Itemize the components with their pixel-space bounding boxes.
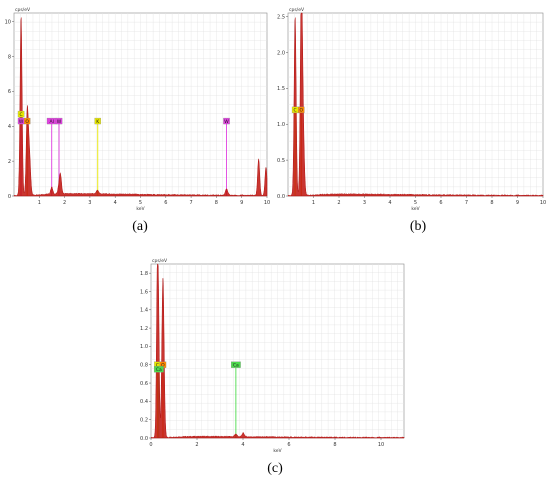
y-tick-label: 1.6 xyxy=(140,289,148,295)
x-tick-label: 0 xyxy=(149,442,152,448)
y-tick-label: 1.0 xyxy=(140,344,148,350)
element-marker-label: W xyxy=(57,119,62,125)
x-tick-label: 8 xyxy=(490,200,493,206)
panel-caption: (c) xyxy=(267,461,283,476)
y-tick-label: 8 xyxy=(8,54,11,60)
y-tick-label: 0.4 xyxy=(140,399,148,405)
y-axis-label: cps/eV xyxy=(15,7,31,13)
x-tick-label: 7 xyxy=(190,200,193,206)
element-marker-label: K xyxy=(96,119,100,125)
y-tick-label: 0.0 xyxy=(140,436,148,442)
y-tick-label: 10 xyxy=(5,20,11,26)
x-axis-label: keV xyxy=(136,206,145,212)
y-tick-label: 0.8 xyxy=(140,363,148,369)
element-marker-box xyxy=(55,117,63,125)
x-tick-label: 2 xyxy=(337,200,340,206)
panel-b: 1 2 3 4 5 6 7 8 9 10 0.0 0.5 1.0 1.5 2.0 2.5 cps/eV keV C O… xyxy=(277,7,546,234)
x-tick-label: 9 xyxy=(516,200,519,206)
x-tick-label: 4 xyxy=(388,200,391,206)
x-tick-label: 10 xyxy=(540,200,546,206)
x-tick-label: 1 xyxy=(38,200,41,206)
x-tick-label: 1 xyxy=(312,200,315,206)
panel-c: 0 2 4 6 8 10 0.0 0.2 0.4 0.6 0.8 1.0 1.2 1.4 1.6 1.8 cps… xyxy=(140,258,405,476)
element-marker-label: O xyxy=(161,362,165,368)
element-marker-box xyxy=(223,117,230,125)
element-marker-label: Ca xyxy=(156,367,162,373)
y-axis-label: cps/eV xyxy=(152,258,168,264)
x-axis-label: keV xyxy=(411,206,420,212)
element-marker-label: C xyxy=(156,362,159,368)
x-tick-label: 9 xyxy=(240,200,243,206)
x-tick-label: 2 xyxy=(195,442,198,448)
x-tick-label: 10 xyxy=(378,442,384,448)
x-tick-label: 3 xyxy=(88,200,91,206)
y-tick-label: 2 xyxy=(8,159,11,165)
element-marker-box xyxy=(231,361,241,368)
y-tick-label: 0.2 xyxy=(140,417,148,423)
x-axis-label: keV xyxy=(273,448,282,454)
element-marker-box xyxy=(17,110,25,118)
x-tick-label: 4 xyxy=(114,200,117,206)
x-tick-label: 3 xyxy=(363,200,366,206)
panel-caption: (b) xyxy=(410,219,427,234)
panel-caption: (a) xyxy=(132,219,148,234)
element-marker-label: C xyxy=(20,112,23,118)
element-marker-box xyxy=(23,117,31,125)
y-tick-label: 1.2 xyxy=(140,326,148,332)
element-marker-label: W xyxy=(19,119,24,125)
x-tick-label: 6 xyxy=(287,442,290,448)
x-tick-label: 8 xyxy=(215,200,218,206)
element-marker-label: O xyxy=(25,119,29,125)
y-tick-label: 0 xyxy=(8,194,11,200)
element-marker-label: W xyxy=(224,119,229,125)
element-marker-label: C xyxy=(294,108,297,114)
element-marker-box xyxy=(94,117,101,125)
y-tick-label: 2.5 xyxy=(277,14,285,20)
spectrum-series xyxy=(287,12,544,197)
y-tick-label: 0.5 xyxy=(277,158,285,164)
element-marker-label: Ca xyxy=(233,362,239,368)
x-tick-label: 8 xyxy=(333,442,336,448)
x-tick-label: 10 xyxy=(264,200,270,206)
spectrum-series xyxy=(150,263,405,439)
x-tick-label: 5 xyxy=(414,200,417,206)
element-marker-box xyxy=(298,106,305,114)
element-marker-label: Al xyxy=(50,119,54,125)
element-marker-box xyxy=(153,366,164,373)
y-tick-label: 2.0 xyxy=(277,50,285,56)
y-axis-label: cps/eV xyxy=(289,7,305,13)
spectrum-series xyxy=(13,17,268,197)
x-tick-label: 5 xyxy=(139,200,142,206)
y-tick-label: 0.0 xyxy=(277,194,285,200)
y-tick-label: 1.4 xyxy=(140,308,148,314)
y-tick-label: 1.5 xyxy=(277,86,285,92)
y-tick-label: 1.0 xyxy=(277,122,285,128)
x-tick-label: 6 xyxy=(439,200,442,206)
y-tick-label: 1.8 xyxy=(140,271,148,277)
y-tick-label: 6 xyxy=(8,89,11,95)
y-tick-label: 4 xyxy=(8,124,11,130)
element-marker-label: O xyxy=(299,108,303,114)
x-tick-label: 7 xyxy=(465,200,468,206)
x-tick-label: 2 xyxy=(63,200,66,206)
x-tick-label: 6 xyxy=(164,200,167,206)
x-tick-label: 4 xyxy=(241,442,244,448)
y-tick-label: 0.6 xyxy=(140,381,148,387)
